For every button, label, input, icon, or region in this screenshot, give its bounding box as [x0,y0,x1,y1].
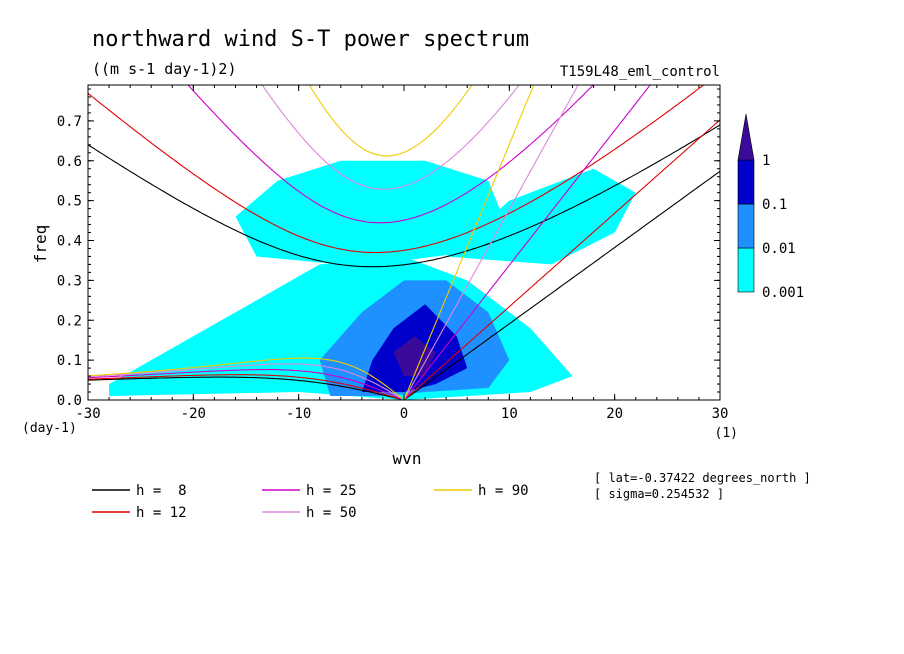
dispersion-legend: h = 8 h = 12 h = 25 h = 50 h = 90 [92,483,529,521]
chart-title: northward wind S-T power spectrum [92,27,529,52]
colorbar-label: 0.1 [762,197,787,213]
shade-region-core-top [393,336,436,377]
rossby-curve-h8 [88,376,402,400]
kelvin-curve-h50 [403,85,579,400]
y-tick-label: 0.4 [57,234,82,250]
x-tick-label: 30 [712,406,729,422]
y-tick-label: 0.6 [57,154,82,170]
lat-annotation: [ lat=-0.37422 degrees_north ] [594,471,811,485]
y-axis-label: freq [31,225,50,264]
y-tick-label: 0.3 [57,273,82,289]
y-tick-label: 0.1 [57,353,82,369]
y-tick-label: 0.5 [57,194,82,210]
y-tick-label: 0.7 [57,114,82,130]
run-label: T159L48_eml_control [560,64,720,80]
colorbar-label: 0.001 [762,285,804,301]
kelvin-curve-h12 [403,119,720,400]
rossby-curve-h50 [88,363,402,399]
x-tick-label: -10 [286,406,311,422]
rossby-curve-h90 [88,357,402,399]
gravity-curve-h50 [261,85,520,190]
gravity-curve-h12 [88,85,705,254]
legend-label: h = 8 [136,483,187,499]
x-unit-label: (1) [715,426,738,441]
x-tick-label: -30 [75,406,100,422]
dispersion-curves [88,85,720,400]
y-axis: 0.0 0.1 0.2 0.3 0.4 0.5 0.6 0.7 [57,88,720,409]
x-tick-label: 20 [606,406,623,422]
legend-label: h = 12 [136,505,187,521]
colorbar: 0.001 0.01 0.1 1 [737,113,804,301]
y-tick-label: 0.0 [57,393,82,409]
shade-region-east-band [446,168,636,265]
colorbar-box [737,247,755,293]
x-tick-label: 10 [501,406,518,422]
legend-label: h = 25 [306,483,357,499]
legend-label: h = 90 [478,483,529,499]
x-axis: -30 -20 -10 0 10 20 30 [75,85,728,422]
colorbar-box [737,159,755,205]
sigma-annotation: [ sigma=0.254532 ] [594,487,724,501]
gravity-curve-h90 [308,85,473,157]
gravity-curve-h25 [187,85,594,224]
colorbar-box [737,203,755,249]
legend-label: h = 50 [306,505,357,521]
chart-units: ((m s-1 day-1)2) [92,60,237,78]
kelvin-curve-h8 [403,170,720,400]
kelvin-curve-h25 [403,85,651,400]
kelvin-curve-h90 [403,85,535,400]
x-axis-label: wvn [393,449,422,468]
colorbar-tip [737,113,755,161]
rossby-curve-h25 [88,369,402,400]
gravity-curve-h8 [88,124,720,268]
x-tick-label: 0 [400,406,408,422]
spectrum-shading [109,160,636,400]
y-tick-label: 0.2 [57,313,82,329]
y-unit-label: (day-1) [22,421,77,436]
colorbar-label: 1 [762,153,770,169]
x-tick-label: -20 [181,406,206,422]
colorbar-label: 0.01 [762,241,796,257]
rossby-curve-h12 [88,374,402,400]
